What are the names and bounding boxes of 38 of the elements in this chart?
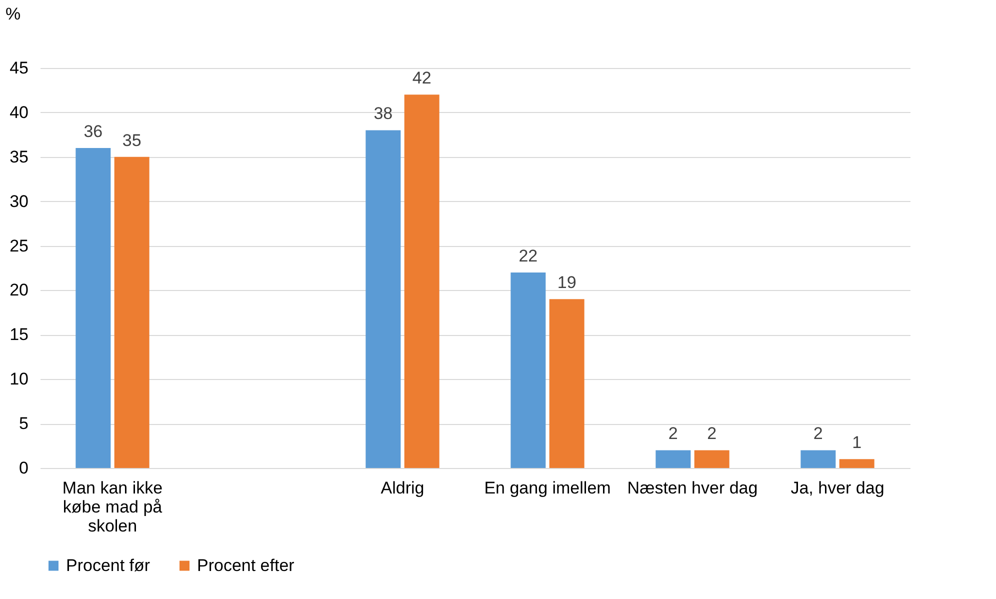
- y-tick-label: 5: [19, 414, 28, 434]
- data-label: 19: [557, 273, 576, 292]
- y-tick-label: 20: [10, 280, 28, 300]
- legend-label: Procent efter: [197, 556, 295, 575]
- bar: [839, 459, 874, 468]
- x-tick-label: Man kan ikke købe mad på skolen: [62, 478, 163, 536]
- data-label: 1: [852, 433, 862, 452]
- y-tick-label: 35: [10, 147, 28, 166]
- data-label: 22: [518, 246, 538, 266]
- bar: [76, 148, 111, 468]
- data-label: 2: [668, 424, 678, 444]
- x-tick-label: Næsten hver dag: [627, 478, 758, 498]
- x-tick-label: Ja, hver dag: [790, 478, 884, 498]
- data-label: 42: [412, 68, 432, 88]
- bar: [366, 130, 401, 468]
- x-tick-label: Aldrig: [380, 478, 424, 498]
- data-label: 2: [707, 424, 717, 444]
- y-tick-label: 45: [10, 58, 28, 78]
- bar: [404, 94, 440, 468]
- y-tick-label: 30: [10, 192, 28, 211]
- bar: [114, 156, 150, 468]
- y-tick-label: 25: [10, 236, 28, 256]
- legend-label: Procent før: [66, 556, 150, 575]
- y-axis-title: %: [6, 4, 21, 24]
- bar: [549, 299, 584, 468]
- data-label: 36: [84, 122, 103, 141]
- data-label: 2: [813, 424, 823, 444]
- y-tick-label: 40: [10, 102, 28, 122]
- data-label: 35: [122, 130, 142, 150]
- bar: [656, 450, 691, 468]
- data-label: 38: [374, 104, 393, 124]
- y-tick-label: 0: [19, 458, 28, 478]
- x-tick-label: En gang imellem: [484, 478, 611, 498]
- bar: [694, 450, 730, 468]
- y-tick-label: 10: [10, 370, 28, 389]
- y-tick-label: 15: [10, 325, 28, 344]
- bar: [510, 272, 546, 468]
- bar: [800, 450, 836, 468]
